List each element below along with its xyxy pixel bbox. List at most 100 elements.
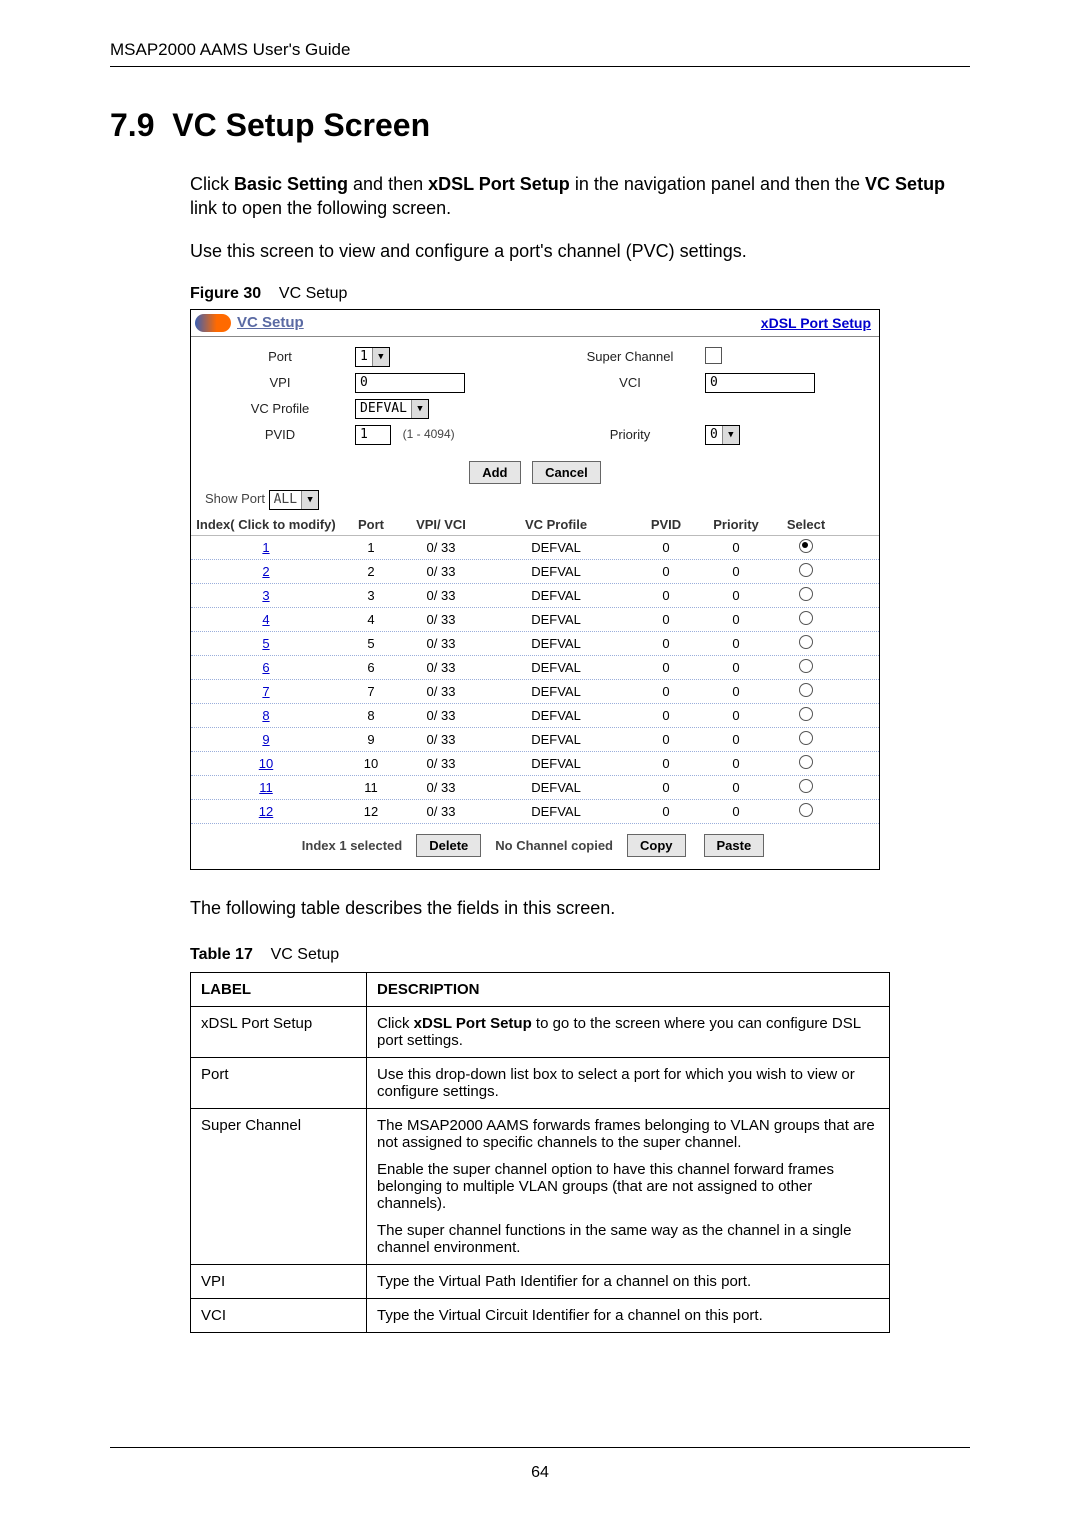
index-link[interactable]: 6 <box>262 660 269 675</box>
cancel-button[interactable]: Cancel <box>532 461 601 484</box>
figure-label: Figure 30 <box>190 285 261 302</box>
desc-head-label: LABEL <box>191 973 367 1007</box>
col-pvid: PVID <box>631 517 701 532</box>
index-link[interactable]: 5 <box>262 636 269 651</box>
chevron-down-icon[interactable] <box>372 348 389 366</box>
col-priority: Priority <box>701 517 771 532</box>
vpi-input[interactable]: 0 <box>355 373 465 393</box>
index-link[interactable]: 11 <box>259 780 273 795</box>
index-link[interactable]: 2 <box>262 564 269 579</box>
select-radio[interactable] <box>799 755 813 769</box>
select-radio[interactable] <box>799 587 813 601</box>
table-row: 770/ 33DEFVAL00 <box>191 680 879 704</box>
index-link[interactable]: 1 <box>262 540 269 555</box>
cell-priority: 0 <box>701 636 771 651</box>
priority-label: Priority <box>555 427 705 442</box>
show-port-select[interactable]: ALL <box>269 490 319 510</box>
select-radio[interactable] <box>799 707 813 721</box>
index-link[interactable]: 10 <box>259 756 273 771</box>
cell-vpivci: 0/ 33 <box>401 588 481 603</box>
cell-vcprofile: DEFVAL <box>481 780 631 795</box>
cell-vpivci: 0/ 33 <box>401 564 481 579</box>
cell-vcprofile: DEFVAL <box>481 684 631 699</box>
cell-vcprofile: DEFVAL <box>481 612 631 627</box>
chevron-down-icon[interactable] <box>722 426 739 444</box>
cell-priority: 0 <box>701 756 771 771</box>
select-radio[interactable] <box>799 611 813 625</box>
index-link[interactable]: 9 <box>262 732 269 747</box>
table-row: 10100/ 33DEFVAL00 <box>191 752 879 776</box>
table-title: VC Setup <box>271 946 339 963</box>
section-heading: VC Setup Screen <box>172 107 430 143</box>
index-link[interactable]: 8 <box>262 708 269 723</box>
index-link[interactable]: 12 <box>259 804 273 819</box>
copy-button[interactable]: Copy <box>627 834 686 857</box>
select-radio[interactable] <box>799 683 813 697</box>
logo-icon <box>195 314 231 332</box>
cell-port: 8 <box>341 708 401 723</box>
desc-row: xDSL Port SetupClick xDSL Port Setup to … <box>191 1007 890 1058</box>
desc-label: Super Channel <box>191 1109 367 1265</box>
cell-port: 4 <box>341 612 401 627</box>
cell-pvid: 0 <box>631 564 701 579</box>
vc-table: Index( Click to modify) Port VPI/ VCI VC… <box>191 514 879 824</box>
cell-vcprofile: DEFVAL <box>481 804 631 819</box>
cell-priority: 0 <box>701 564 771 579</box>
index-link[interactable]: 4 <box>262 612 269 627</box>
text: in the navigation panel and then the <box>570 174 865 194</box>
cell-port: 10 <box>341 756 401 771</box>
panel-title: VC Setup <box>237 314 304 331</box>
text: Click <box>190 174 234 194</box>
vci-input[interactable]: 0 <box>705 373 815 393</box>
text-bold: xDSL Port Setup <box>428 174 570 194</box>
cell-port: 1 <box>341 540 401 555</box>
select-radio[interactable] <box>799 803 813 817</box>
cell-priority: 0 <box>701 780 771 795</box>
priority-select[interactable]: 0 <box>705 425 740 445</box>
vc-profile-select[interactable]: DEFVAL <box>355 399 429 419</box>
chevron-down-icon[interactable] <box>411 400 428 418</box>
desc-text: Use this drop-down list box to select a … <box>367 1058 890 1109</box>
table-row: 12120/ 33DEFVAL00 <box>191 800 879 824</box>
col-index: Index( Click to modify) <box>191 517 341 532</box>
copied-status: No Channel copied <box>495 838 613 853</box>
cell-vcprofile: DEFVAL <box>481 588 631 603</box>
delete-button[interactable]: Delete <box>416 834 481 857</box>
cell-vpivci: 0/ 33 <box>401 804 481 819</box>
select-radio[interactable] <box>799 563 813 577</box>
vc-profile-value: DEFVAL <box>360 400 407 418</box>
table-row: 990/ 33DEFVAL00 <box>191 728 879 752</box>
cell-priority: 0 <box>701 684 771 699</box>
cell-priority: 0 <box>701 732 771 747</box>
cell-priority: 0 <box>701 804 771 819</box>
chevron-down-icon[interactable] <box>301 491 318 509</box>
select-radio[interactable] <box>799 731 813 745</box>
xdsl-port-setup-link[interactable]: xDSL Port Setup <box>761 315 871 331</box>
index-link[interactable]: 7 <box>262 684 269 699</box>
table-row: 550/ 33DEFVAL00 <box>191 632 879 656</box>
cell-pvid: 0 <box>631 684 701 699</box>
desc-text: Type the Virtual Path Identifier for a c… <box>367 1265 890 1299</box>
add-button[interactable]: Add <box>469 461 520 484</box>
cell-pvid: 0 <box>631 732 701 747</box>
select-radio[interactable] <box>799 779 813 793</box>
table-row: 11110/ 33DEFVAL00 <box>191 776 879 800</box>
port-label: Port <box>205 349 355 364</box>
cell-pvid: 0 <box>631 804 701 819</box>
port-select[interactable]: 1 <box>355 347 390 367</box>
select-radio[interactable] <box>799 659 813 673</box>
super-channel-checkbox[interactable] <box>705 347 722 364</box>
vci-label: VCI <box>555 375 705 390</box>
cell-pvid: 0 <box>631 780 701 795</box>
desc-text: Click xDSL Port Setup to go to the scree… <box>367 1007 890 1058</box>
intro-paragraph-2: Use this screen to view and configure a … <box>190 239 970 263</box>
paste-button[interactable]: Paste <box>704 834 765 857</box>
cell-pvid: 0 <box>631 708 701 723</box>
pvid-input[interactable]: 1 <box>355 425 391 445</box>
select-radio[interactable] <box>799 539 813 553</box>
select-radio[interactable] <box>799 635 813 649</box>
cell-priority: 0 <box>701 540 771 555</box>
table-label: Table 17 <box>190 946 253 963</box>
index-link[interactable]: 3 <box>262 588 269 603</box>
cell-vpivci: 0/ 33 <box>401 732 481 747</box>
